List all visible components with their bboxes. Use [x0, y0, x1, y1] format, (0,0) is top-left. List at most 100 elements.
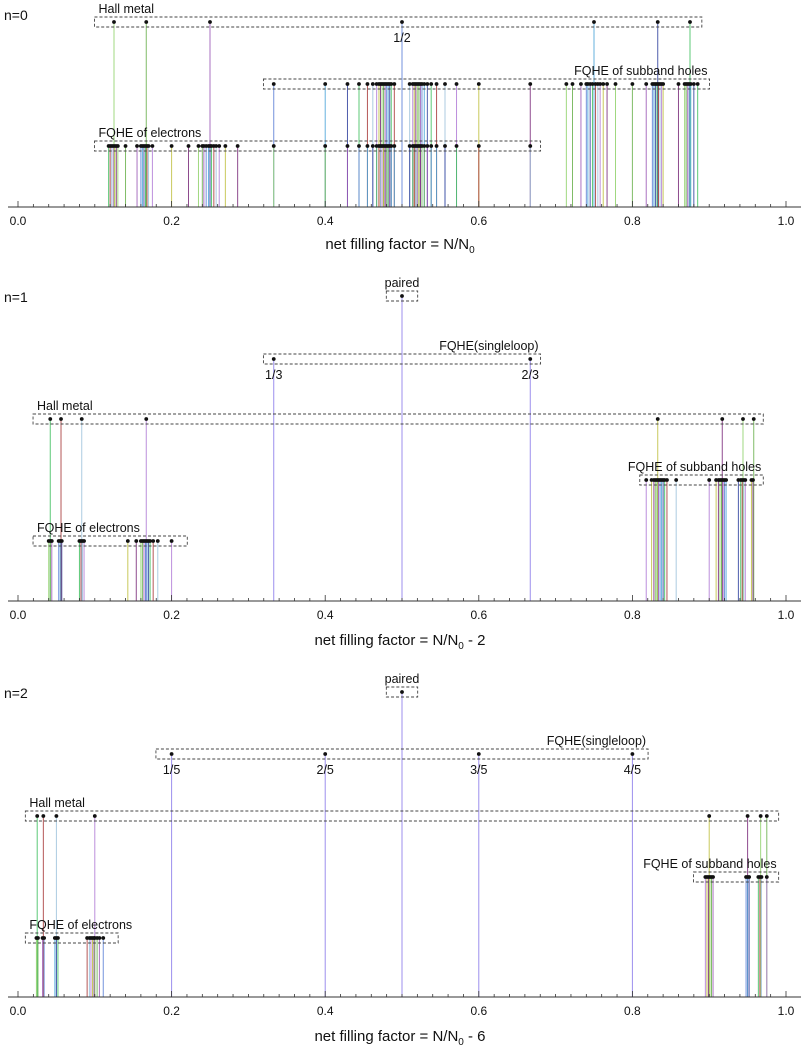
data-point: [422, 82, 427, 86]
data-point: [235, 144, 240, 148]
data-point: [54, 814, 59, 818]
data-point: [223, 144, 228, 148]
data-point: [146, 144, 151, 148]
data-point: [365, 144, 370, 148]
fraction-label: 1/5: [163, 763, 180, 777]
x-tick-label: 0.4: [317, 214, 334, 228]
data-point: [41, 814, 46, 818]
data-point: [429, 82, 434, 86]
data-point: [150, 144, 155, 148]
panel-label: n=2: [4, 685, 28, 701]
data-point: [271, 82, 276, 86]
panel-n1: n=1 paired FQHE(singleloop) 1/3 2/3 Hall meta…: [4, 276, 801, 652]
data-point: [323, 144, 328, 148]
data-point: [425, 82, 430, 86]
x-tick-label: 0.0: [10, 1004, 27, 1018]
data-point: [590, 82, 595, 86]
data-point: [42, 936, 47, 940]
data-point: [434, 82, 439, 86]
data-point: [741, 417, 745, 421]
data-point: [655, 417, 660, 421]
data-point: [82, 539, 86, 543]
data-point: [443, 82, 447, 86]
x-axis-label-subscript: 0: [458, 641, 464, 652]
x-tick-label: 0.0: [10, 608, 27, 622]
group-label-hall-metal: Hall metal: [37, 399, 93, 413]
x-tick-label: 1.0: [778, 608, 795, 622]
data-point: [598, 82, 603, 86]
data-point: [764, 875, 769, 879]
data-point: [747, 875, 752, 879]
data-point: [764, 814, 769, 818]
data-point: [389, 82, 394, 86]
fraction-label: 3/5: [470, 763, 487, 777]
data-point: [392, 82, 397, 86]
group-box: [24, 810, 780, 822]
data-point: [79, 417, 84, 421]
group-box: [94, 16, 703, 28]
fraction-label: 1/2: [393, 31, 410, 45]
data-point: [125, 539, 130, 543]
data-point: [407, 82, 412, 86]
data-point: [695, 82, 700, 86]
x-axis-label-suffix: - 2: [464, 632, 486, 649]
data-point: [392, 144, 397, 148]
x-tick-label: 0.6: [470, 214, 487, 228]
data-point: [323, 82, 328, 86]
group-box: [155, 748, 649, 760]
data-point: [743, 478, 748, 482]
data-point: [630, 752, 635, 756]
data-point: [758, 814, 763, 818]
panel-label: n=1: [4, 289, 28, 305]
group-label-fqhe-singleloop: FQHE(singleloop): [439, 339, 538, 353]
data-point: [144, 20, 149, 24]
data-point: [613, 82, 618, 86]
panel-n2: n=2 paired FQHE(singleloop) 1/5 2/5 3/5 4/5 Hal…: [4, 672, 801, 1048]
data-point: [169, 539, 174, 543]
data-point: [357, 82, 361, 86]
x-axis-label-subscript: 0: [469, 245, 475, 256]
x-tick-label: 0.6: [470, 1004, 487, 1018]
group-label-fqhe-of-electrons: FQHE of electrons: [29, 918, 132, 932]
fraction-label: 2/3: [522, 368, 539, 382]
data-point: [564, 82, 569, 86]
x-axis-label-main: net filling factor = N/N: [314, 632, 458, 649]
data-point: [400, 690, 404, 694]
data-point: [370, 82, 375, 86]
data-point: [97, 936, 102, 940]
data-point: [720, 417, 725, 421]
data-point: [528, 82, 533, 86]
data-point: [59, 539, 64, 543]
data-point: [365, 82, 370, 86]
data-point: [661, 82, 666, 86]
data-point: [389, 144, 394, 148]
data-point: [644, 82, 649, 86]
fraction-label: 1/3: [265, 368, 282, 382]
group-label-fqhe-of-subband-holes: FQHE of subband holes: [628, 460, 761, 474]
data-point: [759, 875, 764, 879]
data-point: [155, 539, 160, 543]
x-tick-label: 0.2: [163, 1004, 180, 1018]
data-point: [169, 752, 174, 756]
data-point: [434, 144, 439, 148]
group-box: [262, 78, 710, 90]
data-point: [186, 144, 191, 148]
group-box: [385, 290, 419, 302]
data-point: [707, 478, 712, 482]
data-point: [630, 82, 635, 86]
data-point: [169, 144, 174, 148]
data-point: [59, 417, 63, 421]
x-axis-label-suffix: - 6: [464, 1028, 486, 1045]
group-box: [693, 871, 780, 883]
group-box: [262, 353, 542, 365]
group-label-fqhe-of-electrons: FQHE of electrons: [37, 521, 140, 535]
data-point: [605, 82, 609, 86]
data-point: [429, 144, 434, 148]
x-tick-label: 0.6: [470, 608, 487, 622]
group-label-fqhe-singleloop: FQHE(singleloop): [547, 734, 646, 748]
x-tick-label: 0.2: [163, 608, 180, 622]
panel-label: n=0: [4, 7, 28, 23]
group-box: [32, 535, 188, 547]
data-point: [745, 814, 750, 818]
